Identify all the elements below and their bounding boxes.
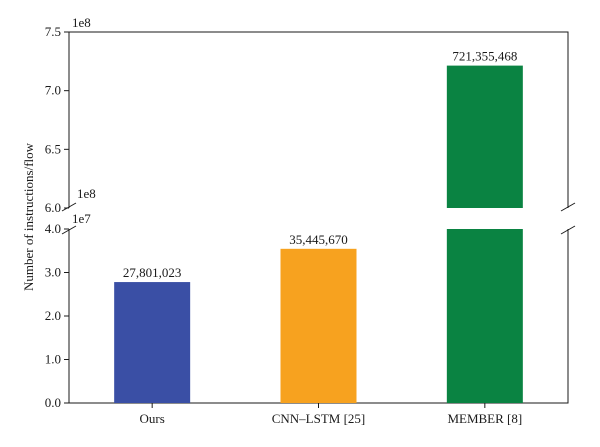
axis-break-left-bottom (61, 225, 77, 235)
bars (114, 65, 523, 403)
data-label-2: 721,355,468 (452, 49, 517, 64)
upper-tick-label-3: 7.5 (45, 24, 61, 39)
upper-axis-break-multiplier: 1e8 (77, 186, 96, 201)
upper-tick-label-2: 7.0 (45, 83, 61, 98)
axis-break-left-top (61, 202, 77, 212)
data-label-1: 35,445,670 (289, 232, 348, 247)
lower-tick-label-0: 0.0 (45, 395, 61, 410)
category-label-2: MEMBER [8] (447, 411, 522, 426)
lower-tick-label-3: 3.0 (45, 265, 61, 280)
lower-tick-label-2: 2.0 (45, 308, 61, 323)
axis-break-right-bottom (560, 225, 576, 235)
category-label-1: CNN–LSTM [25] (272, 411, 366, 426)
axis-break-right-top (560, 202, 576, 212)
axes-frame (61, 31, 576, 408)
data-label-0: 27,801,023 (123, 265, 182, 280)
lower-tick-label-1: 1.0 (45, 352, 61, 367)
lower-tick-label-4: 4.0 (45, 221, 61, 236)
upper-tick-label-0: 6.0 (45, 200, 61, 215)
category-label-0: Ours (140, 411, 165, 426)
lower-axis-multiplier: 1e7 (72, 211, 91, 226)
bar-2-lower (446, 229, 523, 403)
upper-axis-frame (68, 31, 569, 208)
bar-1 (280, 248, 357, 403)
upper-tick-label-1: 6.5 (45, 141, 61, 156)
y-axis-label: Number of instructions/flow (21, 142, 36, 291)
bar-2-upper (446, 65, 523, 208)
upper-axis-multiplier: 1e8 (72, 15, 91, 30)
bar-0 (114, 282, 191, 403)
labels: 6.0 6.5 7.0 7.5 0.0 1.0 2.0 3.0 4.0 1e8 1e8 1e7 27,8… (45, 15, 522, 426)
